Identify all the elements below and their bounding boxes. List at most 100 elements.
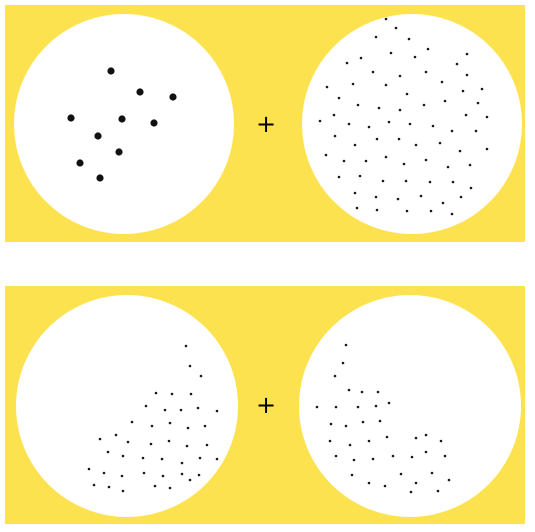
dot xyxy=(450,212,454,216)
dot xyxy=(126,440,130,444)
dot xyxy=(367,481,371,485)
dot xyxy=(367,125,371,129)
dot xyxy=(348,443,352,447)
dot xyxy=(355,206,359,210)
dot xyxy=(438,141,442,145)
dot xyxy=(397,137,401,141)
dot xyxy=(180,472,184,476)
dot xyxy=(333,374,337,378)
dot xyxy=(431,124,435,128)
dot xyxy=(447,478,451,482)
dot xyxy=(398,108,402,112)
dot xyxy=(360,390,364,394)
dot xyxy=(405,92,409,96)
dot xyxy=(419,194,423,198)
dot xyxy=(94,132,102,140)
dot xyxy=(358,174,362,178)
dot xyxy=(384,17,388,21)
dot xyxy=(387,120,391,124)
left-dot-array-circle xyxy=(14,14,234,234)
right-dot-array-circle xyxy=(302,14,522,234)
dot xyxy=(329,422,333,426)
dot xyxy=(337,175,341,179)
plus-sign: + xyxy=(256,110,276,138)
dot xyxy=(374,195,378,199)
bottom-stimulus-panel: + xyxy=(5,286,525,524)
dot xyxy=(450,129,454,133)
dot xyxy=(315,405,319,409)
dot xyxy=(324,153,328,157)
dot xyxy=(168,486,172,490)
dot xyxy=(485,147,489,151)
dot xyxy=(130,420,134,424)
dot xyxy=(414,436,418,440)
dot xyxy=(337,96,341,100)
top-stimulus-svg: + xyxy=(5,5,525,242)
dot xyxy=(376,390,380,394)
dot xyxy=(409,490,413,494)
dot xyxy=(142,471,146,475)
dot xyxy=(359,56,363,60)
dot xyxy=(188,478,192,482)
dot xyxy=(341,361,345,365)
dot xyxy=(374,404,378,408)
dot xyxy=(443,99,447,103)
dot xyxy=(385,435,389,439)
dot xyxy=(458,149,462,153)
plus-sign: + xyxy=(256,391,276,419)
dot xyxy=(474,129,478,133)
dot xyxy=(107,485,111,489)
dot xyxy=(371,457,375,461)
dot xyxy=(87,467,91,471)
dot xyxy=(424,70,428,74)
dot xyxy=(394,26,398,30)
dot xyxy=(92,483,96,487)
dot xyxy=(422,103,426,107)
dot xyxy=(424,450,428,454)
dot xyxy=(334,405,338,409)
dot xyxy=(120,474,124,478)
dot xyxy=(169,93,177,101)
dot xyxy=(441,201,445,205)
dot xyxy=(197,473,201,477)
dot xyxy=(344,424,348,428)
dot xyxy=(76,159,84,167)
dot xyxy=(464,113,468,117)
dot xyxy=(328,439,332,443)
dot xyxy=(375,208,379,212)
dot xyxy=(381,179,385,183)
dot xyxy=(414,481,418,485)
dot xyxy=(333,134,337,138)
dot xyxy=(67,114,75,122)
dot xyxy=(429,209,433,213)
dot xyxy=(461,89,465,93)
dot xyxy=(396,197,400,201)
dot xyxy=(121,454,125,458)
dot xyxy=(389,51,393,55)
dot xyxy=(428,180,432,184)
dot xyxy=(161,474,165,478)
dot xyxy=(185,444,189,448)
dot xyxy=(387,401,391,405)
dot xyxy=(399,472,403,476)
dot xyxy=(352,458,356,462)
dot xyxy=(334,454,338,458)
dot xyxy=(154,391,158,395)
dot xyxy=(107,67,115,75)
dot xyxy=(98,437,102,441)
bottom-stimulus-svg: + xyxy=(5,286,525,524)
dot xyxy=(485,115,489,119)
dot xyxy=(383,484,387,488)
dot xyxy=(378,419,382,423)
dot xyxy=(168,421,172,425)
dot xyxy=(426,47,430,51)
bottom-left-dots xyxy=(87,344,219,493)
dot xyxy=(350,473,354,477)
dot xyxy=(199,374,203,378)
dot xyxy=(102,471,106,475)
dot xyxy=(440,80,444,84)
dot xyxy=(150,119,158,127)
dot xyxy=(404,179,408,183)
dot xyxy=(439,439,443,443)
dot xyxy=(344,343,348,347)
